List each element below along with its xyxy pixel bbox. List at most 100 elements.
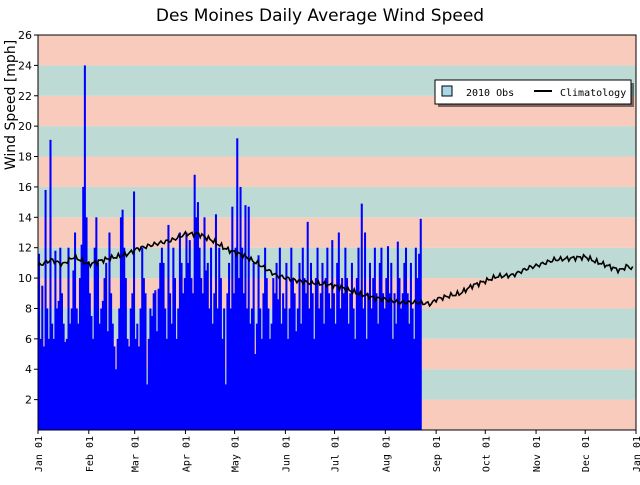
y-axis-label: Wind Speed [mph] [3,40,19,170]
x-tick-label: Mar 01 [131,436,142,472]
obs-bar [355,278,358,430]
obs-bar [198,247,201,430]
obs-bar [260,338,263,430]
obs-bar [185,232,188,430]
obs-bar [182,293,185,430]
obs-bar [377,323,380,430]
obs-bars [38,65,422,431]
obs-bar [290,247,293,430]
obs-bar [218,247,221,430]
obs-bar [408,323,411,430]
obs-bar [244,205,247,430]
obs-bar [108,232,111,430]
obs-bar [219,278,222,430]
obs-bar [409,262,412,430]
obs-bar [388,293,391,430]
obs-bar [196,202,199,430]
y-tick-label: 10 [18,272,32,285]
obs-bar [411,308,414,430]
obs-bar [416,278,419,430]
obs-bar [352,308,355,430]
y-tick-label: 24 [18,59,32,72]
obs-bar [321,262,324,430]
obs-bar [406,293,409,430]
obs-bar [87,262,90,430]
climatology-line-group [37,230,634,308]
obs-bar [164,308,167,430]
obs-bar [88,293,91,430]
obs-bar [96,262,100,430]
obs-bar [137,346,140,430]
obs-bar [193,174,196,430]
obs-bar [362,308,365,430]
obs-bar [128,346,131,430]
obs-bar [291,278,294,430]
obs-bar [380,247,383,430]
obs-bar [382,293,385,430]
obs-bar [359,293,362,430]
y-tick-label: 2 [25,394,32,407]
obs-bar [278,247,281,430]
obs-bar [301,247,304,430]
obs-bar [265,278,268,430]
y-tick-label: 20 [18,120,32,133]
obs-bar [100,308,103,430]
obs-bar [169,293,172,430]
obs-bar [401,293,404,430]
obs-bar [295,331,298,430]
obs-bar [62,323,65,430]
obs-bar [306,221,309,430]
obs-bar [190,278,193,430]
obs-bar [228,262,231,430]
obs-bar [247,206,250,430]
obs-bar [187,262,190,430]
obs-bar [38,253,41,430]
obs-bar [106,331,109,430]
obs-bar [264,247,267,430]
obs-bar [293,293,296,430]
obs-bar [324,278,327,430]
background-band [38,156,636,187]
obs-bar [56,308,59,430]
plot-frame [37,34,637,431]
y-tick-label: 12 [18,242,32,255]
obs-bar [133,191,136,430]
obs-bar [85,217,88,430]
y-tick-label: 4 [25,363,32,376]
obs-bar [119,217,122,430]
obs-bar [314,278,317,430]
obs-bar [309,262,313,430]
obs-bar [249,323,252,430]
obs-bar [101,300,104,430]
obs-bar [160,247,163,430]
y-tick-label: 6 [25,333,32,346]
obs-bar [118,308,121,430]
y-tick-label: 8 [25,302,32,315]
obs-bar [178,232,181,430]
obs-bar [183,278,186,430]
obs-bar [250,308,254,430]
obs-bar [105,262,108,430]
obs-bar [280,323,283,430]
climatology-line [37,230,634,308]
obs-bar [283,308,286,430]
obs-bar [59,247,62,430]
obs-bar [400,308,403,430]
obs-bar [246,308,249,430]
x-tick-label: Oct 01 [481,436,492,472]
obs-bar [414,247,417,430]
obs-bar [319,293,322,430]
obs-bar [211,323,214,430]
obs-bar [390,262,393,430]
obs-bar [216,308,219,430]
obs-bar [54,250,57,430]
obs-bar [92,338,95,430]
obs-bar [175,338,178,430]
obs-bar [201,293,204,430]
obs-bar [159,262,162,430]
obs-bar [262,293,265,430]
obs-bar [116,338,119,430]
obs-bar [398,278,401,430]
